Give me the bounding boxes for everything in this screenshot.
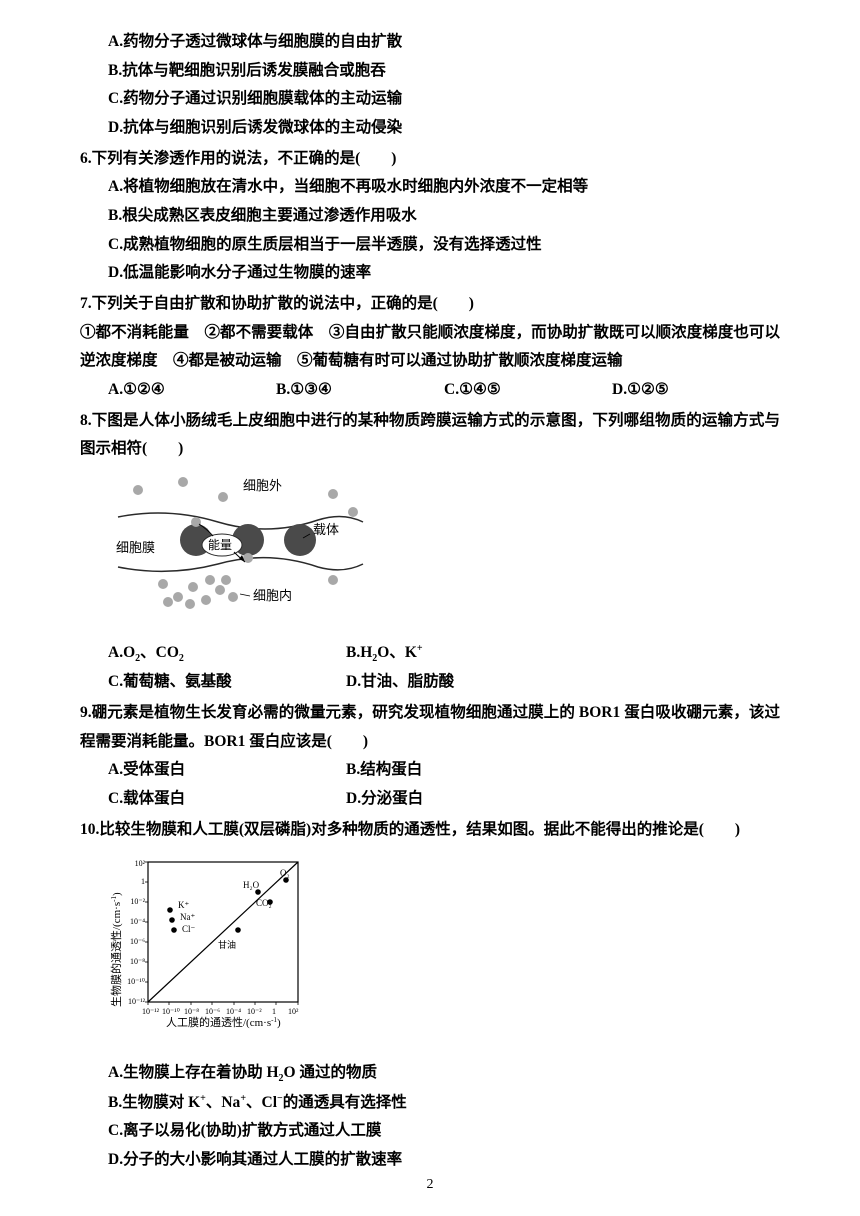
q10-opt-b: B.生物膜对 K+、Na+、Cl−的通透具有选择性 xyxy=(108,1089,431,1118)
svg-text:K⁺: K⁺ xyxy=(178,900,189,910)
svg-text:Na⁺: Na⁺ xyxy=(180,912,195,922)
q10-a-1: A.生物膜上存在着协助 H xyxy=(108,1064,279,1081)
q7-opt-a: A.①②④ xyxy=(108,376,238,405)
svg-text:10⁻⁶: 10⁻⁶ xyxy=(205,1007,220,1016)
q7-stem: 7.下列关于自由扩散和协助扩散的说法中，正确的是( ) xyxy=(80,290,780,319)
q10-options-1: A.生物膜上存在着协助 H2O 通过的物质 B.生物膜对 K+、Na+、Cl−的… xyxy=(80,1059,780,1117)
svg-text:10⁻¹²: 10⁻¹² xyxy=(142,1007,160,1016)
q7-opt-b: B.①③④ xyxy=(276,376,406,405)
q10-b-4: 的通透具有选择性 xyxy=(283,1094,407,1111)
svg-text:10⁻⁴: 10⁻⁴ xyxy=(226,1007,241,1016)
q5-opt-a: A.药物分子透过微球体与细胞膜的自由扩散 xyxy=(108,28,408,57)
q8-b-sup: + xyxy=(417,643,423,654)
q8-a-sub2: 2 xyxy=(179,653,184,664)
svg-text:Cl⁻: Cl⁻ xyxy=(182,924,196,934)
q10-chart: 10⁻¹² 10⁻¹⁰ 10⁻⁸ 10⁻⁶ 10⁻⁴ 10⁻² 1 10² 10… xyxy=(108,852,780,1053)
q9-options-2: C.载体蛋白 D.分泌蛋白 xyxy=(80,785,780,814)
q10-a-2: O 通过的物质 xyxy=(284,1064,377,1081)
page-number: 2 xyxy=(0,1172,860,1198)
svg-text:1: 1 xyxy=(141,877,145,886)
q9-opt-d: D.分泌蛋白 xyxy=(346,785,423,814)
q10-b-1: B.生物膜对 K xyxy=(108,1094,200,1111)
svg-text:10⁻⁶: 10⁻⁶ xyxy=(130,937,145,946)
svg-text:生物膜的通透性/(cm·s-1): 生物膜的通透性/(cm·s-1) xyxy=(109,892,123,1007)
svg-text:CO₂: CO₂ xyxy=(256,898,272,908)
xlabel-post: ) xyxy=(277,1017,281,1029)
svg-text:10⁻⁴: 10⁻⁴ xyxy=(130,917,145,926)
q7-options: A.①②④ B.①③④ C.①④⑤ D.①②⑤ xyxy=(80,376,780,405)
q9-opt-a: A.受体蛋白 xyxy=(108,756,308,785)
label-energy: 能量 xyxy=(208,538,232,552)
q8-a-2: 、CO xyxy=(140,644,179,661)
q7-opt-d: D.①②⑤ xyxy=(612,376,742,405)
q8-options-1: A.O2、CO2 B.H2O、K+ xyxy=(80,639,780,669)
q7-text: ①都不消耗能量 ②都不需要载体 ③自由扩散只能顺浓度梯度，而协助扩散既可以顺浓度… xyxy=(80,319,780,376)
svg-text:10²: 10² xyxy=(288,1007,299,1016)
q5-opt-b: B.抗体与靶细胞识别后诱发膜融合或胞吞 xyxy=(108,57,408,86)
q8-b-1: B.H xyxy=(346,644,372,661)
q5-options-2: C.药物分子通过识别细胞膜载体的主动运输 D.抗体与细胞识别后诱发微球体的主动侵… xyxy=(80,85,780,142)
svg-text:10⁻¹²: 10⁻¹² xyxy=(128,997,146,1006)
q6-opt-c: C.成熟植物细胞的原生质层相当于一层半透膜，没有选择透过性 xyxy=(80,231,780,260)
svg-text:1: 1 xyxy=(272,1007,276,1016)
q8-options-2: C.葡萄糖、氨基酸 D.甘油、脂肪酸 xyxy=(80,668,780,697)
svg-text:10⁻¹⁰: 10⁻¹⁰ xyxy=(162,1007,180,1016)
q6-stem: 6.下列有关渗透作用的说法，不正确的是( ) xyxy=(80,145,780,174)
q6-opt-b: B.根尖成熟区表皮细胞主要通过渗透作用吸水 xyxy=(80,202,780,231)
label-membrane: 细胞膜 xyxy=(116,540,155,555)
q6-opt-d: D.低温能影响水分子通过生物膜的速率 xyxy=(80,259,780,288)
q8-a-1: A.O xyxy=(108,644,135,661)
q8-stem: 8.下图是人体小肠绒毛上皮细胞中进行的某种物质跨膜运输方式的示意图，下列哪组物质… xyxy=(80,407,780,464)
svg-text:H₂O: H₂O xyxy=(243,880,260,890)
label-inside: 细胞内 xyxy=(253,588,292,603)
q10-b-2: 、Na xyxy=(206,1094,240,1111)
q10-opt-d: D.分子的大小影响其通过人工膜的扩散速率 xyxy=(108,1146,431,1175)
svg-text:10⁻²: 10⁻² xyxy=(130,897,145,906)
q5-opt-c: C.药物分子通过识别细胞膜载体的主动运输 xyxy=(108,85,408,114)
q6-opt-a: A.将植物细胞放在清水中，当细胞不再吸水时细胞内外浓度不一定相等 xyxy=(80,173,780,202)
label-outside: 细胞外 xyxy=(243,478,282,493)
q10-opt-a: A.生物膜上存在着协助 H2O 通过的物质 xyxy=(108,1059,431,1089)
q10-b-3: 、Cl xyxy=(246,1094,277,1111)
svg-text:10⁻⁸: 10⁻⁸ xyxy=(184,1007,199,1016)
q9-options-1: A.受体蛋白 B.结构蛋白 xyxy=(80,756,780,785)
q8-opt-c: C.葡萄糖、氨基酸 xyxy=(108,668,308,697)
q8-opt-d: D.甘油、脂肪酸 xyxy=(346,668,454,697)
q10-opt-c: C.离子以易化(协助)扩散方式通过人工膜 xyxy=(108,1117,431,1146)
q8-b-2: O、K xyxy=(377,644,417,661)
ylabel-post: ) xyxy=(111,892,123,896)
q10-stem: 10.比较生物膜和人工膜(双层磷脂)对多种物质的通透性，结果如图。据此不能得出的… xyxy=(80,816,780,845)
q5-opt-d: D.抗体与细胞识别后诱发微球体的主动侵染 xyxy=(108,114,408,143)
svg-text:10⁻¹⁰: 10⁻¹⁰ xyxy=(127,977,145,986)
q5-options: A.药物分子透过微球体与细胞膜的自由扩散 B.抗体与靶细胞识别后诱发膜融合或胞吞 xyxy=(80,28,780,85)
svg-text:O₂: O₂ xyxy=(280,868,290,878)
q7-opt-c: C.①④⑤ xyxy=(444,376,574,405)
svg-text:人工膜的通透性/(cm·s-1): 人工膜的通透性/(cm·s-1) xyxy=(166,1015,281,1029)
q9-opt-b: B.结构蛋白 xyxy=(346,756,422,785)
q9-stem: 9.硼元素是植物生长发育必需的微量元素，研究发现植物细胞通过膜上的 BOR1 蛋… xyxy=(80,699,780,756)
q8-opt-a: A.O2、CO2 xyxy=(108,639,308,669)
svg-text:10⁻⁸: 10⁻⁸ xyxy=(130,957,145,966)
q9-opt-c: C.载体蛋白 xyxy=(108,785,308,814)
ylabel-pre: 生物膜的通透性/(cm·s xyxy=(109,902,123,1007)
svg-text:甘油: 甘油 xyxy=(218,939,236,950)
q8-diagram: 细胞外 细胞膜 能量 载体 细胞内 xyxy=(108,472,780,633)
svg-text:10²: 10² xyxy=(135,859,146,868)
xlabel-pre: 人工膜的通透性/(cm·s xyxy=(166,1015,271,1029)
label-carrier: 载体 xyxy=(313,522,339,537)
svg-text:10⁻²: 10⁻² xyxy=(247,1007,262,1016)
q8-opt-b: B.H2O、K+ xyxy=(346,639,423,669)
q10-options-2: C.离子以易化(协助)扩散方式通过人工膜 D.分子的大小影响其通过人工膜的扩散速… xyxy=(80,1117,780,1174)
